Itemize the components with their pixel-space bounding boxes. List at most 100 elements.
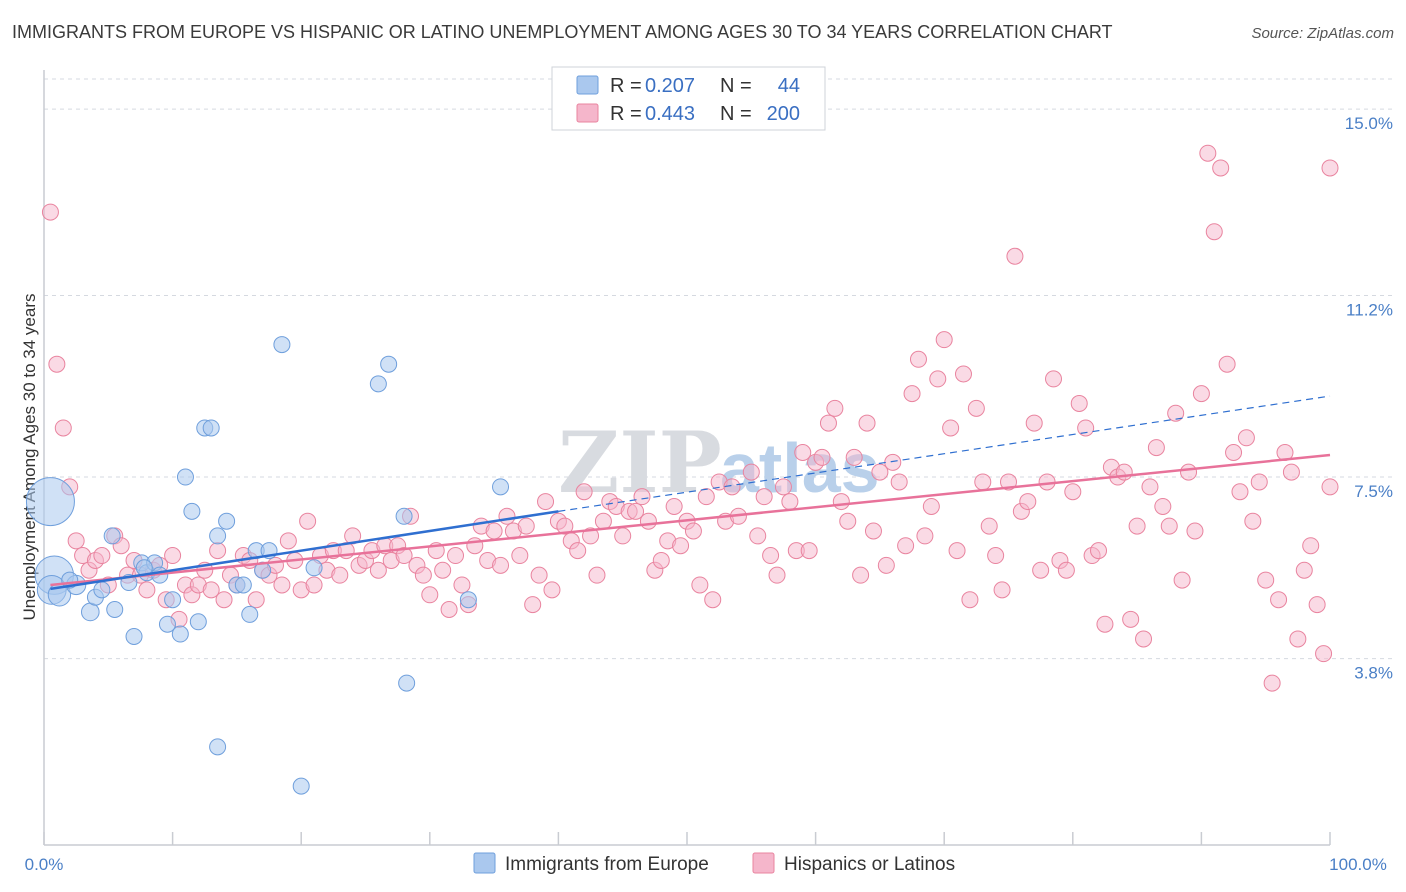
bottom-legend-swatch-europe [473, 852, 496, 874]
data-point-hispanics [1192, 385, 1210, 403]
data-point-europe [209, 527, 227, 545]
data-point-hispanics [858, 414, 876, 432]
data-point-hispanics [1180, 463, 1198, 481]
data-point-hispanics [1122, 610, 1140, 628]
data-point-hispanics [485, 522, 503, 540]
data-point-europe [273, 336, 291, 354]
data-point-hispanics [1270, 591, 1288, 609]
data-point-hispanics [453, 576, 471, 594]
stats-legend: R = 0.207 N = 44 R = 0.443 N = 200 [551, 66, 826, 131]
y-axis-label: Unemployment Among Ages 30 to 34 years [20, 294, 39, 621]
data-point-hispanics [1302, 537, 1320, 555]
data-point-hispanics [1135, 630, 1153, 648]
y-tick-label: 11.2% [1346, 301, 1393, 320]
data-point-hispanics [749, 527, 767, 545]
legend-swatch-europe [576, 75, 599, 95]
data-point-hispanics [922, 497, 940, 515]
data-point-hispanics [279, 532, 297, 550]
bottom-legend: Immigrants from Europe Hispanics or Lati… [473, 852, 955, 875]
data-point-hispanics [684, 522, 702, 540]
data-point-hispanics [299, 512, 317, 530]
data-point-hispanics [954, 365, 972, 383]
data-point-europe [80, 602, 100, 622]
data-point-hispanics [935, 331, 953, 349]
data-point-hispanics [864, 522, 882, 540]
data-point-hispanics [614, 527, 632, 545]
y-tick-label: 3.8% [1354, 664, 1393, 683]
data-point-hispanics [164, 547, 182, 565]
data-point-hispanics [537, 493, 555, 511]
data-point-hispanics [511, 547, 529, 565]
data-point-hispanics [48, 355, 66, 373]
data-point-hispanics [1000, 473, 1017, 491]
data-point-hispanics [202, 581, 220, 599]
data-point-hispanics [652, 551, 670, 569]
data-point-hispanics [517, 517, 535, 535]
data-point-europe [234, 576, 252, 594]
data-point-hispanics [1186, 522, 1204, 540]
data-point-hispanics [582, 527, 600, 545]
data-point-hispanics [54, 419, 72, 437]
data-point-hispanics [247, 591, 265, 609]
data-point-hispanics [1167, 404, 1185, 422]
data-point-hispanics [1025, 414, 1043, 432]
data-point-hispanics [742, 463, 760, 481]
legend-n-value-hispanics: 200 [767, 103, 800, 125]
data-point-hispanics [813, 448, 831, 466]
data-point-hispanics [1160, 517, 1178, 535]
data-point-hispanics [440, 601, 458, 618]
data-point-hispanics [524, 596, 542, 614]
data-point-hispanics [492, 556, 510, 574]
data-point-hispanics [1263, 674, 1281, 692]
data-point-hispanics [723, 478, 741, 496]
data-point-hispanics [395, 547, 413, 565]
data-point-europe [218, 512, 236, 530]
data-point-hispanics [884, 453, 902, 471]
data-point-europe [241, 605, 259, 623]
data-point-hispanics [1289, 630, 1307, 648]
data-point-europe [369, 375, 387, 393]
data-point-hispanics [1321, 159, 1339, 177]
trend-line-hispanics [50, 453, 1331, 587]
chart-title: IMMIGRANTS FROM EUROPE VS HISPANIC OR LA… [12, 22, 1113, 42]
data-point-hispanics [41, 203, 59, 221]
data-point-europe [164, 591, 182, 609]
data-point-hispanics [871, 463, 889, 481]
data-point-hispanics [93, 547, 111, 565]
data-point-hispanics [1070, 394, 1088, 412]
bottom-legend-label-europe: Immigrants from Europe [505, 854, 709, 875]
data-point-hispanics [1250, 473, 1268, 491]
data-point-hispanics [1173, 571, 1191, 589]
data-point-europe [292, 777, 310, 795]
data-point-hispanics [993, 581, 1011, 599]
data-point-hispanics [909, 350, 927, 368]
data-point-hispanics [987, 547, 1005, 565]
data-point-hispanics [826, 399, 844, 417]
data-point-hispanics [575, 483, 593, 501]
data-point-hispanics [1115, 463, 1133, 481]
y-tick-label: 7.5% [1354, 482, 1393, 501]
data-point-europe [189, 613, 207, 631]
data-point-hispanics [1218, 355, 1236, 373]
data-point-hispanics [845, 448, 863, 466]
legend-r-label-europe: R = [610, 75, 642, 97]
data-point-europe [380, 355, 398, 373]
y-axis-tick-labels: 3.8% 7.5% 11.2% 15.0% [1345, 114, 1393, 683]
data-point-hispanics [1282, 463, 1300, 481]
data-point-hispanics [1057, 561, 1075, 579]
data-point-hispanics [498, 507, 516, 525]
data-point-hispanics [1141, 478, 1159, 496]
data-point-hispanics [1257, 571, 1275, 589]
data-point-europe [125, 627, 143, 645]
data-point-europe [209, 738, 227, 756]
bottom-legend-swatch-hispanics [752, 852, 775, 874]
chart-source: Source: ZipAtlas.com [1251, 25, 1394, 42]
data-point-hispanics [434, 561, 452, 579]
data-point-hispanics [331, 566, 349, 584]
data-point-hispanics [556, 517, 574, 535]
data-point-hispanics [852, 566, 870, 584]
data-point-hispanics [209, 542, 227, 560]
data-point-hispanics [639, 512, 657, 530]
data-point-hispanics [369, 561, 387, 579]
